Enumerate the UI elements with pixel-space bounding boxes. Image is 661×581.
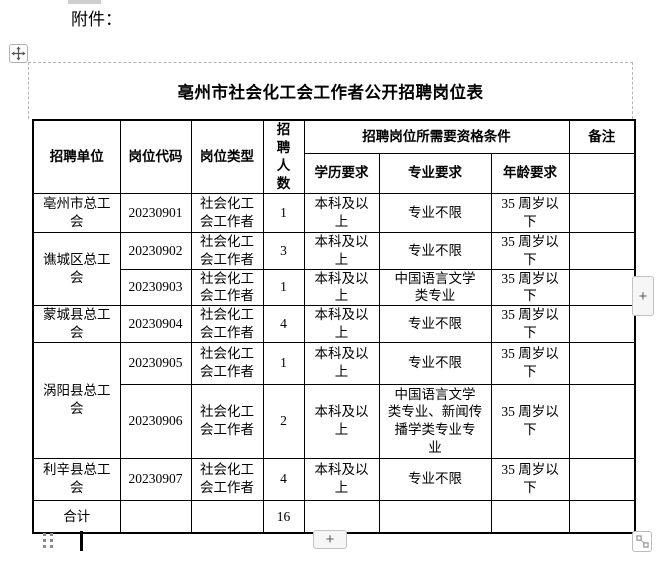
total-row: 合计 16	[32, 499, 636, 534]
cell-major[interactable]: 中国语言文学 类专业、新闻传 播学类专业专 业	[378, 383, 492, 459]
cell-major[interactable]: 中国语言文学 类专业	[378, 268, 492, 307]
cell-count[interactable]: 1	[262, 341, 305, 385]
cell-age[interactable]: 35 周岁以 下	[490, 383, 570, 459]
cell-type[interactable]: 社会化工 会工作者	[190, 268, 264, 307]
cell-edu[interactable]	[303, 499, 380, 534]
cell-unit[interactable]: 利辛县总工 会	[32, 457, 121, 501]
cell-unit[interactable]: 蒙城县总工 会	[32, 305, 121, 343]
cell-edu[interactable]: 本科及以 上	[303, 192, 380, 233]
header-type[interactable]: 岗位类型	[190, 119, 264, 194]
table-row: 涡阳县总工 会 20230905 社会化工 会工作者 1 本科及以 上 专业不限…	[32, 341, 636, 459]
header-unit[interactable]: 招聘单位	[32, 119, 121, 194]
cell-remark[interactable]	[568, 457, 636, 501]
table-move-handle[interactable]	[9, 44, 28, 63]
cell-edu[interactable]: 本科及以 上	[303, 305, 380, 343]
move-icon	[11, 46, 26, 61]
cell-remark[interactable]	[568, 192, 636, 233]
cell-code[interactable]: 20230907	[119, 457, 192, 501]
cell-major[interactable]: 专业不限	[378, 192, 492, 233]
table-row: 蒙城县总工 会 20230904 社会化工 会工作者 4 本科及以 上 专业不限…	[32, 305, 636, 343]
table-row: 利辛县总工 会 20230907 社会化工 会工作者 4 本科及以 上 专业不限…	[32, 457, 636, 501]
cell-edu[interactable]: 本科及以 上	[303, 341, 380, 385]
cell-count[interactable]: 4	[262, 457, 305, 501]
cell-total-count[interactable]: 16	[262, 499, 305, 534]
recruitment-table: 招聘单位 岗位代码 岗位类型 招 聘 人 数 招聘岗位所需要资格条件 备注 学历…	[32, 119, 637, 535]
cell-unit[interactable]: 亳州市总工 会	[32, 192, 121, 233]
cell-edu[interactable]: 本科及以 上	[303, 231, 380, 270]
cell-type[interactable]: 社会化工 会工作者	[190, 192, 264, 233]
resize-diagonal-icon	[635, 535, 649, 548]
cell-count[interactable]: 2	[262, 383, 305, 459]
cell-major[interactable]: 专业不限	[378, 231, 492, 270]
cell-edu[interactable]: 本科及以 上	[303, 457, 380, 501]
cell-type[interactable]: 社会化工 会工作者	[190, 457, 264, 501]
text-caret	[80, 531, 83, 551]
cell-code[interactable]: 20230902	[119, 231, 192, 270]
cell-major[interactable]	[378, 499, 492, 534]
table-resize-handle[interactable]	[632, 531, 652, 552]
cell-age[interactable]: 35 周岁以 下	[490, 231, 570, 270]
cell-code[interactable]: 20230903	[119, 268, 192, 307]
header-remark-sub[interactable]	[568, 152, 636, 194]
table-row: 20230903 社会化工 会工作者 1 本科及以 上 中国语言文学 类专业 3…	[33, 268, 636, 307]
cell-age[interactable]: 35 周岁以 下	[490, 192, 570, 233]
cell-age[interactable]: 35 周岁以 下	[490, 341, 570, 385]
cell-major[interactable]: 专业不限	[378, 457, 492, 501]
cell-remark[interactable]	[568, 341, 636, 385]
header-row-1: 招聘单位 岗位代码 岗位类型 招 聘 人 数 招聘岗位所需要资格条件 备注	[32, 119, 636, 194]
cell-type[interactable]: 社会化工 会工作者	[190, 341, 264, 385]
toolbar-fragment	[68, 0, 101, 4]
cell-count[interactable]: 4	[262, 305, 305, 343]
cell-count[interactable]: 1	[262, 192, 305, 233]
cell-age[interactable]: 35 周岁以 下	[490, 457, 570, 501]
insert-row-button[interactable]: +	[313, 530, 347, 549]
cell-age[interactable]: 35 周岁以 下	[490, 305, 570, 343]
cell-type[interactable]: 社会化工 会工作者	[190, 231, 264, 270]
table-row: 20230906 社会化工 会工作者 2 本科及以 上 中国语言文学 类专业、新…	[33, 383, 636, 459]
cell-count[interactable]: 1	[262, 268, 305, 307]
cell-unit[interactable]: 涡阳县总工 会	[32, 341, 121, 459]
cell-code[interactable]: 20230905	[119, 341, 192, 385]
cell-major[interactable]: 专业不限	[378, 341, 492, 385]
table-title[interactable]: 亳州市社会化工会工作者公开招聘岗位表	[177, 82, 484, 102]
insert-column-button[interactable]: +	[632, 276, 654, 316]
cell-code[interactable]: 20230906	[119, 383, 192, 459]
paragraph-drag-grip-icon[interactable]	[43, 533, 53, 548]
cell-remark[interactable]	[568, 231, 636, 270]
cell-count[interactable]: 3	[262, 231, 305, 270]
cell-remark[interactable]	[568, 305, 636, 343]
cell-remark[interactable]	[568, 268, 636, 307]
table-dashed-outline	[28, 62, 633, 119]
cell-remark[interactable]	[568, 383, 636, 459]
cell-code[interactable]: 20230904	[119, 305, 192, 343]
cell-edu[interactable]: 本科及以 上	[303, 383, 380, 459]
cell-major[interactable]: 专业不限	[378, 305, 492, 343]
cell-unit[interactable]: 谯城区总工 会	[32, 231, 121, 307]
header-code[interactable]: 岗位代码	[119, 119, 192, 194]
header-remark[interactable]: 备注	[568, 119, 636, 154]
cell-code[interactable]: 20230901	[119, 192, 192, 233]
cell-age[interactable]: 35 周岁以 下	[490, 268, 570, 307]
cell-edu[interactable]: 本科及以 上	[303, 268, 380, 307]
cell-type[interactable]	[190, 499, 264, 534]
attachment-label[interactable]: 附件：	[71, 10, 122, 29]
header-qualification[interactable]: 招聘岗位所需要资格条件	[303, 119, 570, 154]
cell-type[interactable]: 社会化工 会工作者	[190, 383, 264, 459]
cell-remark[interactable]	[568, 499, 636, 534]
table-row: 谯城区总工 会 20230902 社会化工 会工作者 3 本科及以 上 专业不限…	[32, 231, 636, 307]
table-row: 亳州市总工 会 20230901 社会化工 会工作者 1 本科及以 上 专业不限…	[32, 192, 636, 233]
header-edu[interactable]: 学历要求	[303, 152, 380, 194]
cell-type[interactable]: 社会化工 会工作者	[190, 305, 264, 343]
cell-age[interactable]	[490, 499, 570, 534]
cell-total-label[interactable]: 合计	[32, 499, 121, 534]
header-count[interactable]: 招 聘 人 数	[262, 119, 305, 194]
header-age[interactable]: 年龄要求	[490, 152, 570, 194]
header-major[interactable]: 专业要求	[378, 152, 492, 194]
cell-code[interactable]	[119, 499, 192, 534]
